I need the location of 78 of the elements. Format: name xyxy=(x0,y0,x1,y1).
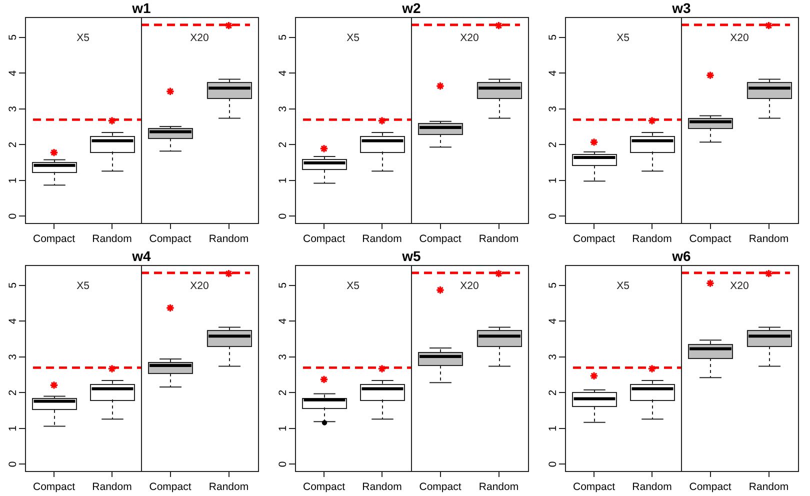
x-tick-label: Random xyxy=(748,481,789,494)
y-tick-label: 2 xyxy=(6,142,19,148)
x-tick-label: Compact xyxy=(302,233,346,246)
y-tick-label: 2 xyxy=(276,142,289,148)
y-tick-label: 5 xyxy=(6,282,19,288)
annotation: X5 xyxy=(76,280,90,292)
y-tick-label: 3 xyxy=(6,354,19,360)
annotation: X20 xyxy=(190,32,209,44)
y-tick-label: 3 xyxy=(276,354,289,360)
y-tick-label: 5 xyxy=(546,282,559,288)
y-tick-label: 0 xyxy=(546,213,559,220)
y-tick-label: 3 xyxy=(546,106,559,112)
annotation: X20 xyxy=(730,280,749,292)
y-tick-label: 3 xyxy=(276,106,289,112)
y-tick-label: 3 xyxy=(6,106,19,112)
x-tick-label: Compact xyxy=(302,481,346,494)
y-tick-label: 4 xyxy=(6,318,19,324)
annotation: X5 xyxy=(616,280,630,292)
annotation: X5 xyxy=(76,32,90,44)
y-tick-label: 5 xyxy=(276,34,289,40)
chart-title: w5 xyxy=(402,248,421,264)
x-tick-label: Random xyxy=(92,233,132,246)
y-tick-label: 0 xyxy=(6,461,19,468)
y-tick-label: 5 xyxy=(276,282,289,288)
x-tick-label: Random xyxy=(748,233,789,246)
y-tick-label: 3 xyxy=(546,354,559,360)
x-tick-label: Random xyxy=(362,233,402,246)
chart-title: w6 xyxy=(672,248,691,264)
annotation: X20 xyxy=(460,280,479,292)
y-tick-label: 2 xyxy=(546,142,559,148)
y-tick-label: 4 xyxy=(546,70,559,76)
x-tick-label: Random xyxy=(478,233,519,246)
annotation: X5 xyxy=(616,32,630,44)
chart-title: w1 xyxy=(132,0,151,16)
x-tick-label: Random xyxy=(632,481,672,494)
y-tick-label: 4 xyxy=(276,318,289,324)
annotation: X20 xyxy=(460,32,479,44)
x-tick-label: Compact xyxy=(572,233,616,246)
annotation: X20 xyxy=(190,280,209,292)
y-tick-label: 1 xyxy=(276,177,289,184)
x-tick-label: Compact xyxy=(419,233,462,246)
y-tick-label: 1 xyxy=(546,177,559,184)
chart-title: w2 xyxy=(402,0,421,16)
x-tick-label: Compact xyxy=(572,481,616,494)
y-tick-label: 2 xyxy=(6,390,19,396)
x-tick-label: Random xyxy=(632,233,672,246)
y-tick-label: 0 xyxy=(6,213,19,220)
x-tick-label: Compact xyxy=(689,233,732,246)
annotation: X5 xyxy=(346,32,360,44)
x-tick-label: Random xyxy=(478,481,519,494)
y-tick-label: 5 xyxy=(546,34,559,40)
y-tick-label: 2 xyxy=(276,390,289,396)
y-tick-label: 2 xyxy=(546,390,559,396)
y-tick-label: 1 xyxy=(546,425,559,432)
chart-title: w3 xyxy=(672,0,691,16)
chart-title: w4 xyxy=(132,248,151,264)
annotation: X20 xyxy=(730,32,749,44)
y-tick-label: 1 xyxy=(6,177,19,184)
x-tick-label: Random xyxy=(92,481,132,494)
x-tick-label: Compact xyxy=(149,481,192,494)
x-tick-label: Random xyxy=(208,233,249,246)
x-tick-label: Compact xyxy=(689,481,732,494)
x-tick-label: Compact xyxy=(419,481,462,494)
y-tick-label: 1 xyxy=(6,425,19,432)
x-tick-label: Compact xyxy=(32,481,76,494)
x-tick-label: Compact xyxy=(149,233,192,246)
y-tick-label: 4 xyxy=(546,318,559,324)
y-tick-label: 4 xyxy=(276,70,289,76)
annotation: X5 xyxy=(346,280,360,292)
y-tick-label: 4 xyxy=(6,70,19,76)
x-tick-label: Random xyxy=(208,481,249,494)
y-tick-label: 5 xyxy=(6,34,19,40)
y-tick-label: 1 xyxy=(276,425,289,432)
y-tick-label: 0 xyxy=(276,461,289,468)
y-tick-label: 0 xyxy=(276,213,289,220)
y-tick-label: 0 xyxy=(546,461,559,468)
x-tick-label: Random xyxy=(362,481,402,494)
x-tick-label: Compact xyxy=(32,233,76,246)
